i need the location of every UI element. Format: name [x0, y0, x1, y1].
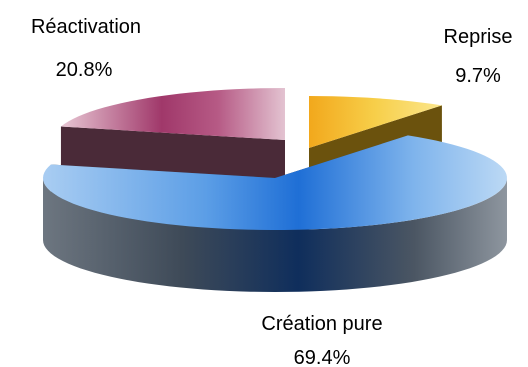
slice-value-reprise: 9.7%	[455, 65, 501, 87]
slice-value-reactivation: 20.8%	[56, 59, 113, 81]
slice-label-reprise: Reprise	[444, 26, 513, 48]
slice-label-creation-pure: Création pure	[261, 313, 382, 335]
slice-value-creation-pure: 69.4%	[294, 347, 351, 367]
slice-label-reactivation: Réactivation	[31, 16, 141, 38]
